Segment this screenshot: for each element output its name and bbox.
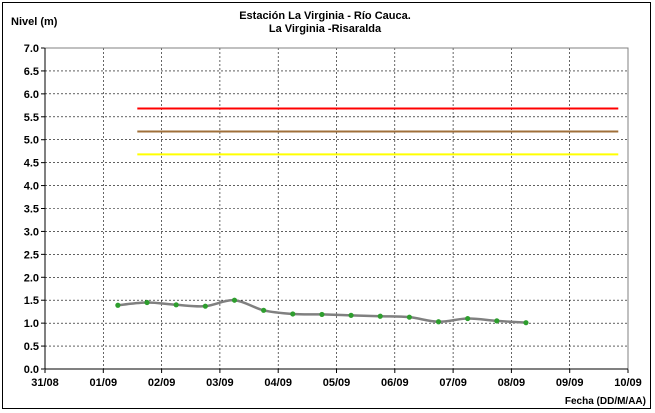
y-tick-label: 0.5 xyxy=(24,341,39,353)
y-tick-label: 3.5 xyxy=(24,204,39,216)
data-point xyxy=(173,302,179,308)
axis-layer: 0.0 0.5 1.0 1.5 2.0 2.5 3.0 3.5 4.0 4.5 5.0 5.5 6.0 6… xyxy=(24,43,642,389)
x-tick-label: 10/09 xyxy=(614,377,642,389)
chart-title: Estación La Virginia - Río Cauca. xyxy=(239,10,411,22)
data-point xyxy=(290,311,296,317)
y-tick-label: 5.0 xyxy=(24,135,39,147)
y-tick-label: 4.5 xyxy=(24,158,39,170)
y-axis-label: Nivel (m) xyxy=(11,16,58,28)
x-tick-label: 06/09 xyxy=(381,377,409,389)
data-point xyxy=(261,307,267,313)
data-point xyxy=(348,312,354,318)
y-tick-label: 3.0 xyxy=(24,226,39,238)
series-line xyxy=(117,298,527,324)
x-tick-label: 04/09 xyxy=(264,377,292,389)
y-tick-label: 1.0 xyxy=(24,318,39,330)
chart-frame: 0.0 0.5 1.0 1.5 2.0 2.5 3.0 3.5 4.0 4.5 5.0 5.5 6.0 6… xyxy=(2,2,651,409)
y-tick-label: 2.5 xyxy=(24,249,39,261)
x-tick-label: 01/09 xyxy=(90,377,118,389)
y-tick-label: 4.0 xyxy=(24,181,39,193)
x-tick-label: 08/09 xyxy=(498,377,526,389)
y-tick-label: 5.5 xyxy=(24,112,39,124)
x-tick-label: 03/09 xyxy=(206,377,234,389)
x-tick-label: 31/08 xyxy=(31,377,59,389)
data-point xyxy=(144,299,150,306)
y-tick-label: 7.0 xyxy=(24,43,39,55)
y-tick-label: 6.5 xyxy=(24,66,39,78)
y-tick-label: 1.5 xyxy=(24,295,39,307)
data-point xyxy=(377,313,383,319)
y-tick-label: 6.0 xyxy=(24,89,39,101)
data-point xyxy=(523,320,529,326)
series-layer xyxy=(115,297,529,326)
x-tick-label: 05/09 xyxy=(323,377,351,389)
data-point xyxy=(319,311,325,318)
data-point xyxy=(465,315,471,322)
x-tick-label: 02/09 xyxy=(148,377,176,389)
data-point xyxy=(115,302,121,308)
x-tick-label: 07/09 xyxy=(439,377,467,389)
x-tick-label: 09/09 xyxy=(556,377,584,389)
data-point xyxy=(406,314,412,320)
data-point xyxy=(231,297,238,303)
chart-subtitle: La Virginia -Risaralda xyxy=(269,23,382,35)
data-point xyxy=(202,303,208,309)
data-point xyxy=(435,319,442,325)
chart-svg: 0.0 0.5 1.0 1.5 2.0 2.5 3.0 3.5 4.0 4.5 5.0 5.5 6.0 6… xyxy=(11,10,646,407)
data-point xyxy=(494,318,500,324)
grid-layer xyxy=(45,47,628,369)
threshold-layer xyxy=(137,107,619,156)
y-tick-label: 0.0 xyxy=(24,364,39,376)
y-tick-label: 2.0 xyxy=(24,272,39,284)
x-axis-label: Fecha (DD/M/AA) xyxy=(565,396,646,407)
